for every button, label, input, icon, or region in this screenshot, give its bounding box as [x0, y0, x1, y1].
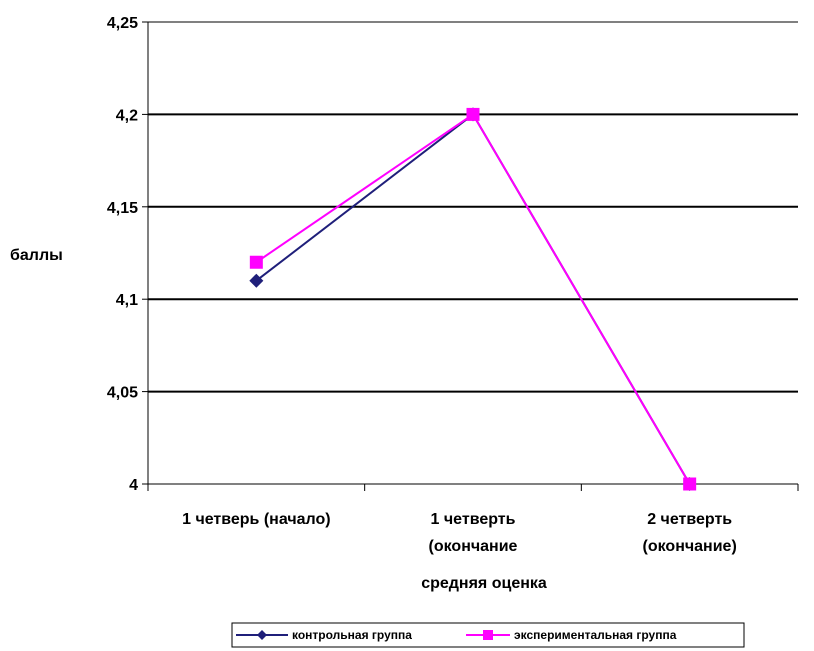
x-tick-labels: 1 четверь (начало) 1 четверть (окончание 2 … — [182, 511, 737, 555]
legend-marker — [483, 630, 493, 640]
legend: контрольная группа экспериментальная груп… — [231, 622, 745, 648]
x-tick-label: 1 четверь (начало) — [182, 511, 330, 528]
legend-marker — [257, 630, 267, 640]
legend-label: экспериментальная группа — [514, 628, 677, 642]
y-tick-label: 4 — [129, 477, 138, 494]
axes — [147, 22, 799, 491]
gridlines — [142, 21, 798, 485]
x-tick-label: 2 четверть (окончание) — [643, 511, 737, 555]
x-tick-label: 1 четверть (окончание — [429, 511, 518, 555]
y-tick-label: 4,05 — [107, 385, 138, 402]
y-tick-label: 4,15 — [107, 200, 138, 217]
legend-label: контрольная группа — [292, 628, 412, 642]
y-tick-label: 4,25 — [107, 15, 138, 32]
data-point — [249, 255, 263, 269]
x-axis-title: средняя оценка — [421, 575, 547, 592]
data-point — [249, 273, 264, 288]
y-tick-label: 4,1 — [116, 292, 138, 309]
data-point — [466, 107, 480, 121]
y-tick-label: 4,2 — [116, 107, 138, 124]
y-tick-labels: 4 4,05 4,1 4,15 4,2 4,25 — [107, 15, 138, 494]
series — [249, 107, 697, 491]
y-axis-title: баллы — [10, 247, 63, 264]
data-point — [683, 477, 697, 491]
